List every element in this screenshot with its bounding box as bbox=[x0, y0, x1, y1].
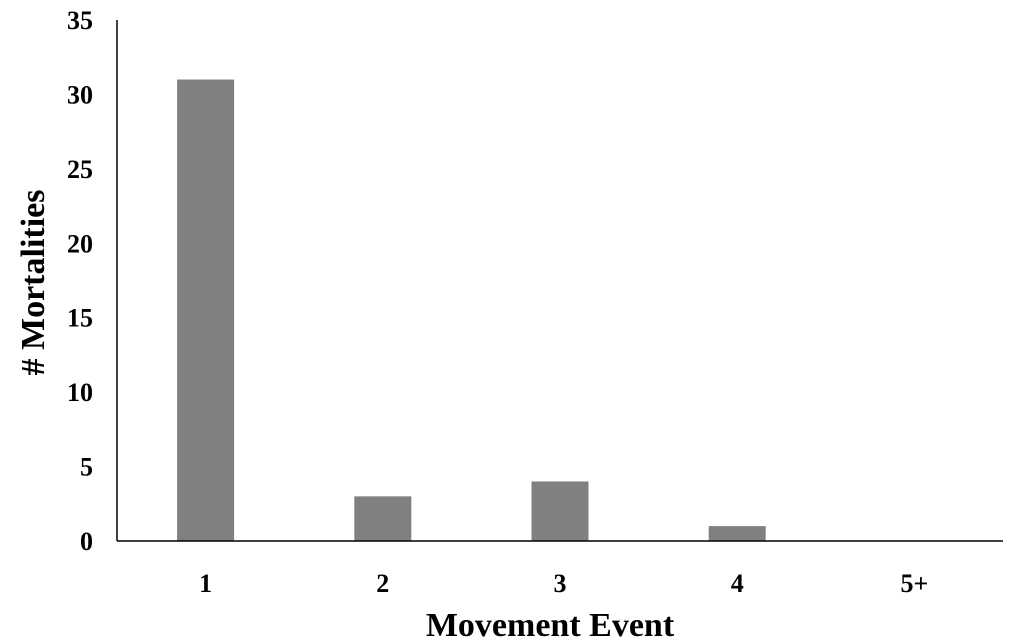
x-axis-title: Movement Event bbox=[426, 607, 675, 643]
y-tick-label: 20 bbox=[67, 229, 93, 258]
x-tick-label: 5+ bbox=[900, 569, 928, 598]
y-tick-label: 5 bbox=[80, 453, 93, 482]
x-tick-labels: 1 2 3 4 5+ bbox=[199, 569, 928, 598]
y-tick-labels: 0 5 10 15 20 25 30 35 bbox=[67, 6, 93, 556]
x-tick-label: 2 bbox=[376, 569, 389, 598]
axes bbox=[116, 20, 1003, 542]
y-tick-label: 10 bbox=[67, 378, 93, 407]
y-tick-label: 30 bbox=[67, 80, 93, 109]
bar-3 bbox=[531, 481, 589, 541]
bar-1 bbox=[177, 79, 235, 542]
bar-group bbox=[177, 79, 766, 542]
x-tick-label: 1 bbox=[199, 569, 212, 598]
x-tick-label: 4 bbox=[731, 569, 744, 598]
bar-2 bbox=[354, 496, 412, 541]
y-tick-label: 0 bbox=[80, 527, 93, 556]
y-tick-label: 35 bbox=[67, 6, 93, 35]
bar-4 bbox=[708, 526, 766, 541]
y-axis-title: # Mortalities bbox=[15, 190, 52, 376]
y-tick-label: 25 bbox=[67, 155, 93, 184]
y-tick-label: 15 bbox=[67, 304, 93, 333]
x-tick-label: 3 bbox=[554, 569, 567, 598]
